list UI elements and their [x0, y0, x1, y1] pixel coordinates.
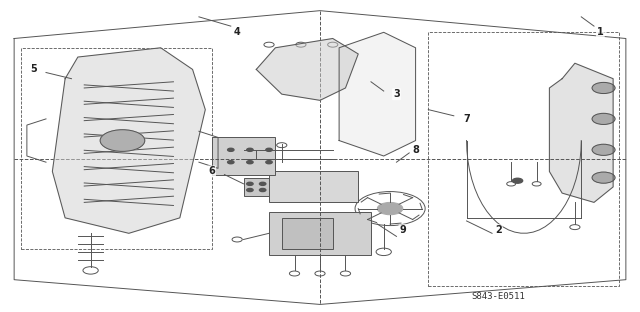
Text: 3: 3 [393, 89, 400, 99]
Bar [244, 178, 269, 196]
Circle shape [246, 148, 253, 151]
Bar [212, 138, 275, 174]
Text: S843-E0511: S843-E0511 [472, 292, 525, 301]
Circle shape [259, 188, 266, 192]
Circle shape [100, 130, 145, 151]
Circle shape [592, 144, 615, 155]
Bar [269, 212, 371, 255]
Polygon shape [256, 38, 358, 100]
Circle shape [228, 148, 234, 151]
Circle shape [378, 202, 403, 215]
Text: 7: 7 [463, 114, 470, 124]
Circle shape [246, 161, 253, 164]
Text: 8: 8 [412, 145, 419, 155]
Bar [282, 218, 333, 249]
Circle shape [592, 113, 615, 124]
Text: 2: 2 [495, 225, 502, 235]
Circle shape [228, 161, 234, 164]
Polygon shape [549, 63, 613, 202]
Bar [428, 32, 620, 286]
Text: 4: 4 [234, 27, 241, 37]
Polygon shape [52, 48, 205, 233]
Circle shape [592, 172, 615, 183]
Text: 6: 6 [208, 167, 215, 177]
Text: 5: 5 [30, 64, 36, 75]
Circle shape [246, 182, 253, 185]
Circle shape [592, 82, 615, 94]
Circle shape [266, 148, 272, 151]
Circle shape [266, 161, 272, 164]
Circle shape [259, 182, 266, 185]
Circle shape [246, 188, 253, 192]
Text: 1: 1 [597, 27, 604, 37]
Circle shape [513, 178, 523, 183]
Bar [20, 48, 212, 249]
Text: 9: 9 [399, 225, 406, 235]
Bar [269, 172, 358, 202]
Polygon shape [339, 32, 415, 156]
